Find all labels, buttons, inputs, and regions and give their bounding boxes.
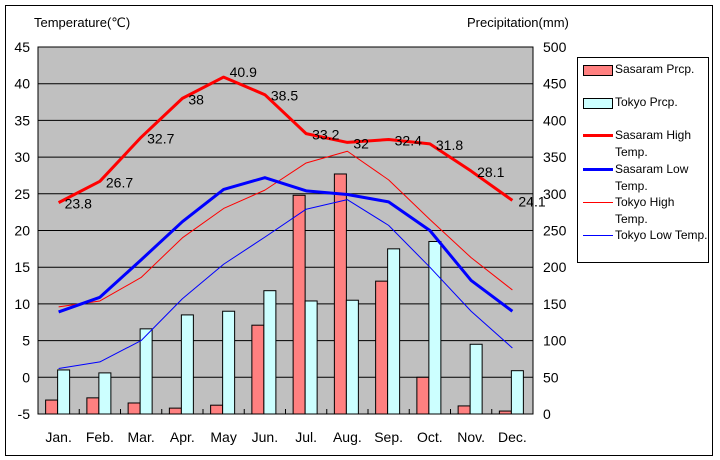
data-label-sasaram-high: 33.2 [312, 127, 339, 143]
bar-tokyo-prcp- [304, 300, 318, 415]
legend-label: Tokyo Prcp. [615, 95, 678, 109]
x-tick-label: Feb. [86, 429, 114, 445]
legend-swatch-tokyo-prcp [583, 98, 613, 109]
bar-tokyo-prcp- [428, 241, 442, 415]
x-tick-label: Mar. [128, 429, 155, 445]
data-label-sasaram-high: 32 [353, 135, 369, 151]
left-tick-label: 10 [14, 296, 30, 312]
data-label-sasaram-high: 38.5 [271, 88, 298, 104]
bar-sasaram-prcp- [251, 324, 265, 415]
right-tick-label: 400 [543, 112, 567, 128]
data-label-sasaram-high: 28.1 [477, 164, 504, 180]
bar-tokyo-prcp- [345, 299, 359, 415]
legend-label: Sasaram Low Temp. [615, 162, 689, 193]
data-label-sasaram-high: 40.9 [230, 64, 257, 80]
right-tick-label: 0 [543, 406, 551, 422]
x-tick-label: Jun. [252, 429, 278, 445]
data-label-sasaram-high: 38 [188, 91, 204, 107]
bar-tokyo-prcp- [98, 372, 112, 415]
x-tick-label: Dec. [498, 429, 527, 445]
left-tick-label: 15 [14, 259, 30, 275]
left-tick-label: 30 [14, 149, 30, 165]
right-tick-label: 250 [543, 223, 567, 239]
legend-label: Sasaram Prcp. [615, 62, 695, 76]
legend-swatch-sasaram-prcp [583, 65, 613, 76]
data-label-sasaram-high: 31.8 [436, 137, 463, 153]
right-tick-label: 300 [543, 186, 567, 202]
bar-tokyo-prcp- [469, 343, 483, 415]
line-tokyo-high-temp- [58, 150, 513, 308]
left-tick-label: 0 [22, 369, 30, 385]
bar-tokyo-prcp- [57, 369, 71, 415]
bar-tokyo-prcp- [510, 370, 524, 415]
x-tick-label: Oct. [417, 429, 443, 445]
precipitation-bars [45, 173, 524, 415]
data-labels: 23.8 26.7 32.7 38 40.9 38.5 33.2 32 32.4 31.8 28.1… [65, 64, 546, 212]
bar-sasaram-prcp- [457, 405, 471, 415]
temperature-lines [57, 75, 514, 369]
data-label-sasaram-high: 32.7 [147, 130, 174, 146]
legend-swatch-sasaram-high [583, 134, 613, 137]
legend-label: Tokyo Low Temp. [615, 228, 708, 242]
line-tokyo-low-temp- [58, 199, 513, 369]
left-tick-label: 5 [22, 333, 30, 349]
x-tick-label: Jan. [45, 429, 71, 445]
legend-label: Tokyo High Temp. [615, 195, 675, 226]
bar-sasaram-prcp- [498, 410, 512, 415]
bar-tokyo-prcp- [263, 290, 277, 415]
legend-label: Sasaram High Temp. [615, 128, 692, 159]
data-label-sasaram-high: 26.7 [106, 174, 133, 190]
x-tick-label: Jul. [295, 429, 317, 445]
left-axis-title: Temperature(℃) [34, 15, 130, 30]
legend: Sasaram Prcp. Tokyo Prcp. Sasaram High T… [577, 57, 709, 263]
right-tick-label: 50 [543, 369, 559, 385]
right-tick-label: 200 [543, 259, 567, 275]
right-tick-label: 450 [543, 76, 567, 92]
legend-swatch-tokyo-low [583, 235, 613, 236]
bar-sasaram-prcp- [210, 404, 224, 415]
bar-sasaram-prcp- [127, 402, 141, 415]
legend-swatch-sasaram-low [583, 168, 613, 171]
left-tick-label: -5 [18, 406, 31, 422]
x-tick-label: Sep. [374, 429, 403, 445]
data-label-sasaram-high: 23.8 [65, 196, 92, 212]
bar-tokyo-prcp- [222, 310, 236, 415]
right-tick-label: 500 [543, 39, 567, 55]
x-tick-label: Apr. [170, 429, 195, 445]
x-tick-label: May [210, 429, 236, 445]
right-axis-title: Precipitation(mm) [467, 15, 569, 30]
right-tick-label: 150 [543, 296, 567, 312]
bar-tokyo-prcp- [139, 328, 153, 415]
line-sasaram-low-temp- [58, 176, 514, 314]
left-tick-label: 20 [14, 223, 30, 239]
left-tick-label: 25 [14, 186, 30, 202]
bar-tokyo-prcp- [180, 314, 194, 415]
x-tick-label: Nov. [457, 429, 485, 445]
x-tick-label: Aug. [333, 429, 362, 445]
left-tick-label: 45 [14, 39, 30, 55]
bar-sasaram-prcp- [333, 173, 347, 415]
left-tick-label: 40 [14, 76, 30, 92]
bar-tokyo-prcp- [387, 248, 401, 415]
line-sasaram-high-temp- [57, 75, 514, 204]
right-tick-label: 100 [543, 333, 567, 349]
bar-sasaram-prcp- [416, 376, 430, 415]
data-label-sasaram-high: 24.1 [518, 193, 545, 209]
bar-sasaram-prcp- [375, 280, 389, 415]
bar-sasaram-prcp- [292, 194, 306, 415]
data-label-sasaram-high: 32.4 [395, 132, 422, 148]
legend-swatch-tokyo-high [583, 202, 613, 203]
bar-sasaram-prcp- [45, 399, 59, 415]
bar-sasaram-prcp- [86, 397, 100, 415]
right-tick-label: 350 [543, 149, 567, 165]
gridlines [38, 83, 533, 378]
bar-sasaram-prcp- [168, 407, 182, 415]
left-tick-label: 35 [14, 112, 30, 128]
